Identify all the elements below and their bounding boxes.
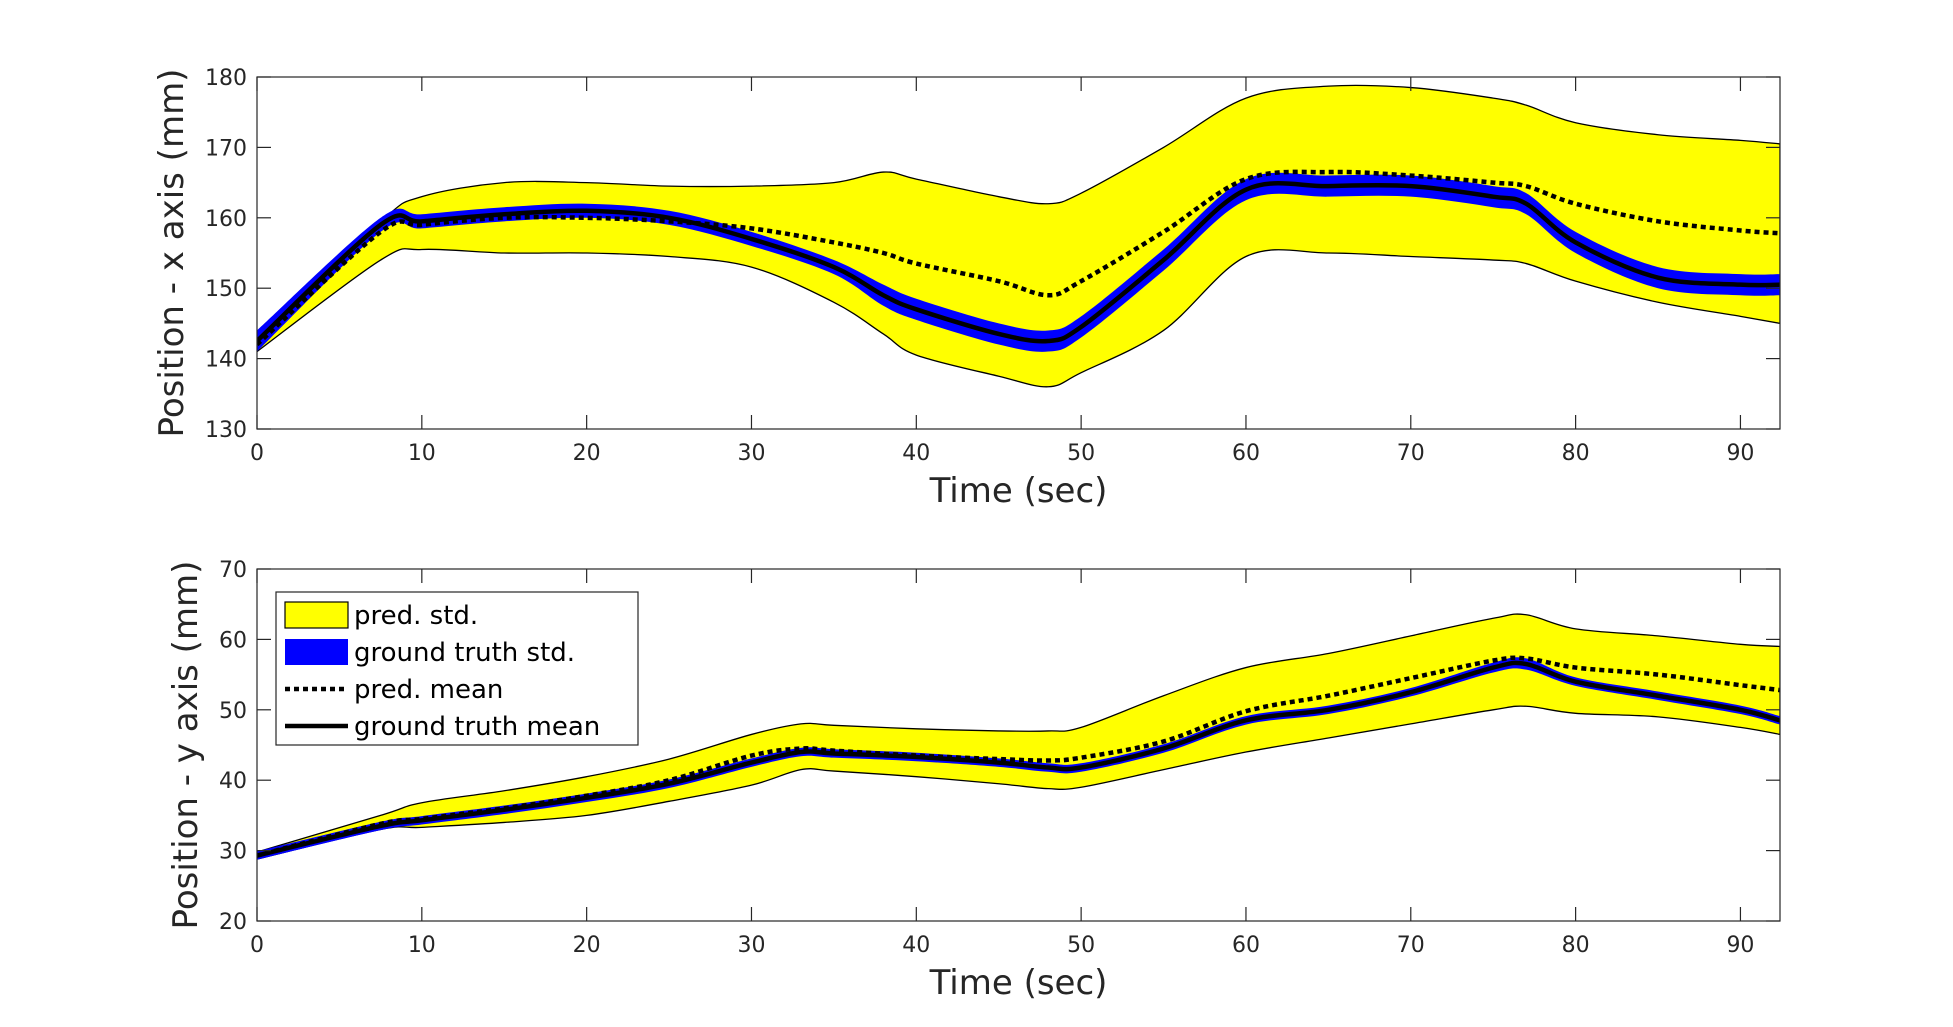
legend-entry: pred. std.: [354, 601, 478, 631]
x-tick-label: 0: [250, 933, 264, 958]
x-tick-label: 0: [250, 441, 264, 466]
x-tick-label: 40: [902, 933, 930, 958]
x-tick-label: 10: [408, 441, 436, 466]
ground-truth-mean-line: [257, 180, 1780, 344]
legend-entry: pred. mean: [354, 675, 503, 705]
pred-std-band: [257, 84, 1780, 388]
pred-mean-line: [257, 169, 1780, 347]
y-tick-label: 50: [219, 699, 247, 724]
x-tick-label: 90: [1726, 441, 1754, 466]
x-tick-label: 20: [573, 933, 601, 958]
legend: pred. std. ground truth std. pred. mean gro…: [275, 591, 639, 746]
legend-entry: ground truth std.: [354, 638, 575, 668]
axes-box: [256, 76, 1781, 430]
x-axis-label: Time (sec): [929, 963, 1108, 1003]
y-tick-label: 150: [205, 277, 247, 302]
pred-std-band: [257, 613, 1780, 860]
chart-y-position: 0 10 20 30 40 50 60 70 80 90 20 30 40 50 60 70 Time (sec…: [166, 558, 1781, 1003]
y-tick-label: 160: [205, 207, 247, 232]
y-axis-label: Position - x axis (mm): [152, 69, 192, 438]
chart-x-position: 0 10 20 30 40 50 60 70 80 90 130 140 150 160 170 180 Tim…: [152, 66, 1781, 511]
legend-swatch: [285, 639, 348, 665]
y-tick-label: 20: [219, 910, 247, 935]
x-axis-label: Time (sec): [929, 471, 1108, 511]
axes-box: [256, 568, 1781, 922]
y-tick-label: 180: [205, 66, 247, 91]
x-tick-label: 10: [408, 933, 436, 958]
y-tick-label: 170: [205, 136, 247, 161]
x-tick-label: 60: [1232, 441, 1260, 466]
y-tick-label: 60: [219, 628, 247, 653]
y-axis-label: Position - y axis (mm): [166, 561, 206, 930]
legend-entry: ground truth mean: [354, 712, 600, 742]
pred-mean-line: [257, 655, 1780, 858]
x-tick-label: 30: [737, 441, 765, 466]
y-tick-label: 30: [219, 840, 247, 865]
x-tick-label: 60: [1232, 933, 1260, 958]
y-tick-label: 140: [205, 348, 247, 373]
x-tick-label: 50: [1067, 441, 1095, 466]
legend-swatch: [284, 601, 349, 629]
y-tick-label: 130: [205, 418, 247, 443]
x-tick-label: 30: [737, 933, 765, 958]
y-tick-label: 40: [219, 769, 247, 794]
x-tick-label: 50: [1067, 933, 1095, 958]
x-tick-label: 90: [1726, 933, 1754, 958]
y-tick-label: 70: [219, 558, 247, 583]
x-tick-label: 40: [902, 441, 930, 466]
x-tick-label: 70: [1397, 441, 1425, 466]
x-tick-label: 20: [573, 441, 601, 466]
x-tick-label: 80: [1562, 933, 1590, 958]
x-tick-label: 70: [1397, 933, 1425, 958]
x-tick-label: 80: [1562, 441, 1590, 466]
